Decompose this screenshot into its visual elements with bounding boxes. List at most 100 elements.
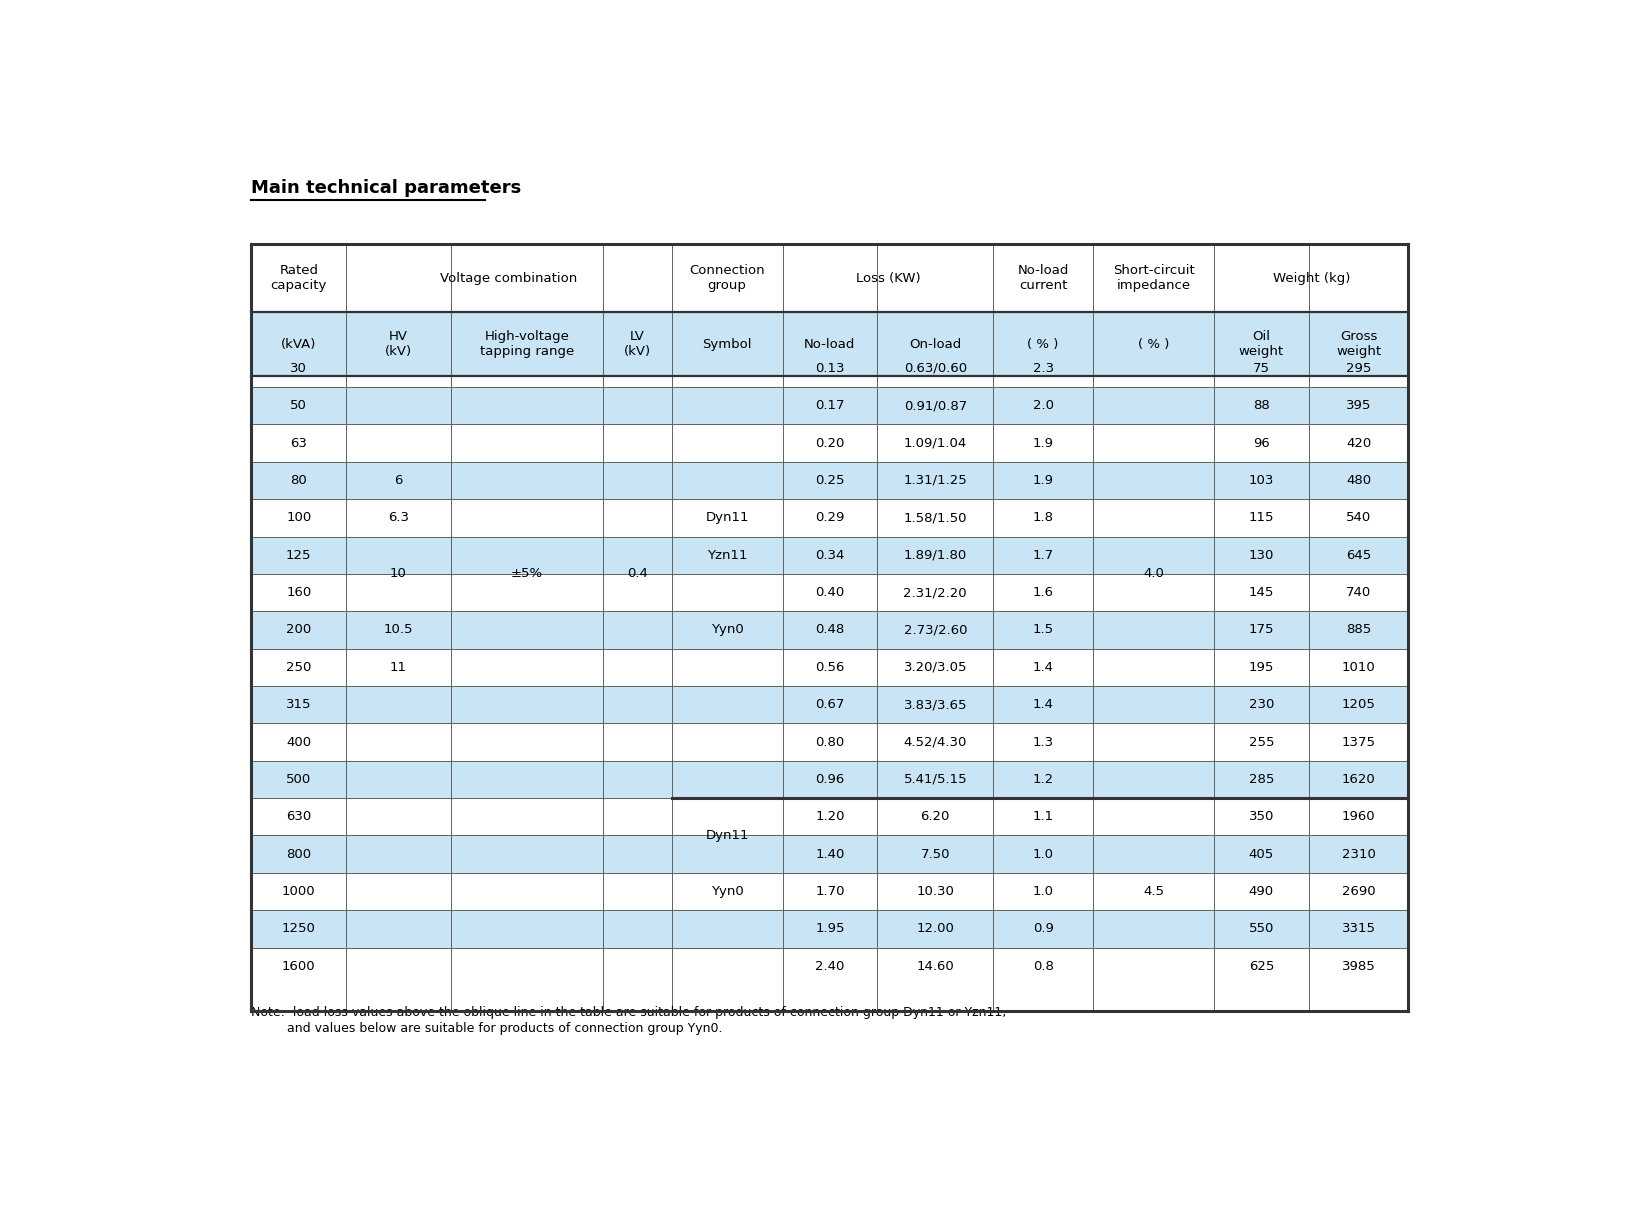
Text: 195: 195 — [1249, 661, 1275, 674]
Text: 1600: 1600 — [282, 960, 316, 973]
Text: 540: 540 — [1346, 512, 1371, 525]
Text: 1.9: 1.9 — [1032, 474, 1053, 487]
Bar — [251, 872, 1408, 910]
Text: Rated
capacity: Rated capacity — [270, 264, 327, 292]
Text: 0.96: 0.96 — [816, 773, 845, 786]
Text: High-voltage
tapping range: High-voltage tapping range — [480, 330, 575, 358]
Text: 0.63/0.60: 0.63/0.60 — [904, 362, 967, 375]
Text: 295: 295 — [1346, 362, 1371, 375]
Bar — [251, 573, 1408, 611]
Text: 0.20: 0.20 — [816, 436, 845, 450]
Bar — [251, 499, 1408, 537]
Text: 145: 145 — [1249, 586, 1275, 599]
Text: 0.34: 0.34 — [816, 549, 845, 561]
Text: No-load: No-load — [804, 338, 856, 351]
Text: 285: 285 — [1249, 773, 1275, 786]
Text: 1.58/1.50: 1.58/1.50 — [904, 512, 967, 525]
Text: 1.95: 1.95 — [816, 922, 845, 936]
Text: 1620: 1620 — [1341, 773, 1376, 786]
Text: Symbol: Symbol — [702, 338, 752, 351]
Bar — [251, 611, 1408, 649]
Text: 315: 315 — [287, 699, 311, 711]
Text: 1.5: 1.5 — [1032, 623, 1053, 637]
Text: 75: 75 — [1254, 362, 1270, 375]
Text: ( % ): ( % ) — [1027, 338, 1058, 351]
Text: 100: 100 — [287, 512, 311, 525]
Text: 500: 500 — [287, 773, 311, 786]
Text: 4.52/4.30: 4.52/4.30 — [904, 735, 967, 748]
Text: 1.1: 1.1 — [1032, 810, 1053, 824]
Text: 7.50: 7.50 — [920, 848, 951, 860]
Bar — [251, 244, 1408, 312]
Text: Main technical parameters: Main technical parameters — [251, 180, 521, 197]
Text: 5.41/5.15: 5.41/5.15 — [904, 773, 967, 786]
Text: 10.5: 10.5 — [384, 623, 414, 637]
Bar — [251, 424, 1408, 462]
Text: 0.13: 0.13 — [816, 362, 845, 375]
Text: 96: 96 — [1254, 436, 1270, 450]
Text: 12.00: 12.00 — [917, 922, 954, 936]
Text: 6.3: 6.3 — [387, 512, 409, 525]
Bar — [251, 910, 1408, 948]
Text: Yzn11: Yzn11 — [707, 549, 747, 561]
Text: 1.4: 1.4 — [1032, 661, 1053, 674]
Text: 2.0: 2.0 — [1032, 400, 1053, 412]
Text: Dyn11: Dyn11 — [705, 829, 749, 842]
Text: 0.17: 0.17 — [816, 400, 845, 412]
Bar — [251, 350, 1408, 388]
Text: 1.20: 1.20 — [816, 810, 845, 824]
Text: 0.91/0.87: 0.91/0.87 — [904, 400, 967, 412]
Text: 130: 130 — [1249, 549, 1275, 561]
Bar — [251, 462, 1408, 499]
Text: 1.8: 1.8 — [1032, 512, 1053, 525]
Text: 0.25: 0.25 — [816, 474, 845, 487]
Text: 230: 230 — [1249, 699, 1275, 711]
Text: 50: 50 — [290, 400, 308, 412]
Text: 0.67: 0.67 — [816, 699, 845, 711]
Text: 2690: 2690 — [1341, 885, 1376, 898]
Text: 2.3: 2.3 — [1032, 362, 1053, 375]
Text: 420: 420 — [1346, 436, 1371, 450]
Text: 3.20/3.05: 3.20/3.05 — [904, 661, 967, 674]
Text: 480: 480 — [1346, 474, 1371, 487]
Bar — [251, 686, 1408, 723]
Text: 115: 115 — [1249, 512, 1275, 525]
Text: 1.9: 1.9 — [1032, 436, 1053, 450]
Text: ( % ): ( % ) — [1138, 338, 1169, 351]
Text: 1.0: 1.0 — [1032, 848, 1053, 860]
Text: 2.73/2.60: 2.73/2.60 — [904, 623, 967, 637]
Text: 88: 88 — [1254, 400, 1270, 412]
Text: Short-circuit
impedance: Short-circuit impedance — [1112, 264, 1195, 292]
Text: 160: 160 — [287, 586, 311, 599]
Text: 1205: 1205 — [1341, 699, 1376, 711]
Text: 4.5: 4.5 — [1143, 885, 1164, 898]
Text: 1.7: 1.7 — [1032, 549, 1053, 561]
Text: 2.40: 2.40 — [816, 960, 845, 973]
Text: 1960: 1960 — [1341, 810, 1376, 824]
Text: 395: 395 — [1346, 400, 1371, 412]
Text: 1.09/1.04: 1.09/1.04 — [904, 436, 967, 450]
Text: 630: 630 — [287, 810, 311, 824]
Bar — [251, 312, 1408, 375]
Text: 800: 800 — [287, 848, 311, 860]
Text: 490: 490 — [1249, 885, 1275, 898]
Text: 4.0: 4.0 — [1143, 567, 1164, 581]
Text: LV
(kV): LV (kV) — [624, 330, 651, 358]
Bar — [251, 723, 1408, 761]
Text: 2.31/2.20: 2.31/2.20 — [904, 586, 967, 599]
Text: 0.48: 0.48 — [816, 623, 845, 637]
Text: 14.60: 14.60 — [917, 960, 954, 973]
Text: 1.70: 1.70 — [816, 885, 845, 898]
Text: and values below are suitable for products of connection group Yyn0.: and values below are suitable for produc… — [251, 1022, 723, 1035]
Text: 0.29: 0.29 — [816, 512, 845, 525]
Text: 1250: 1250 — [282, 922, 316, 936]
Text: 400: 400 — [287, 735, 311, 748]
Text: Connection
group: Connection group — [689, 264, 765, 292]
Text: 0.80: 0.80 — [816, 735, 845, 748]
Text: 0.8: 0.8 — [1032, 960, 1053, 973]
Text: 3.83/3.65: 3.83/3.65 — [904, 699, 967, 711]
Text: 103: 103 — [1249, 474, 1275, 487]
Text: 1.89/1.80: 1.89/1.80 — [904, 549, 967, 561]
Text: 63: 63 — [290, 436, 308, 450]
Text: 1.31/1.25: 1.31/1.25 — [904, 474, 967, 487]
